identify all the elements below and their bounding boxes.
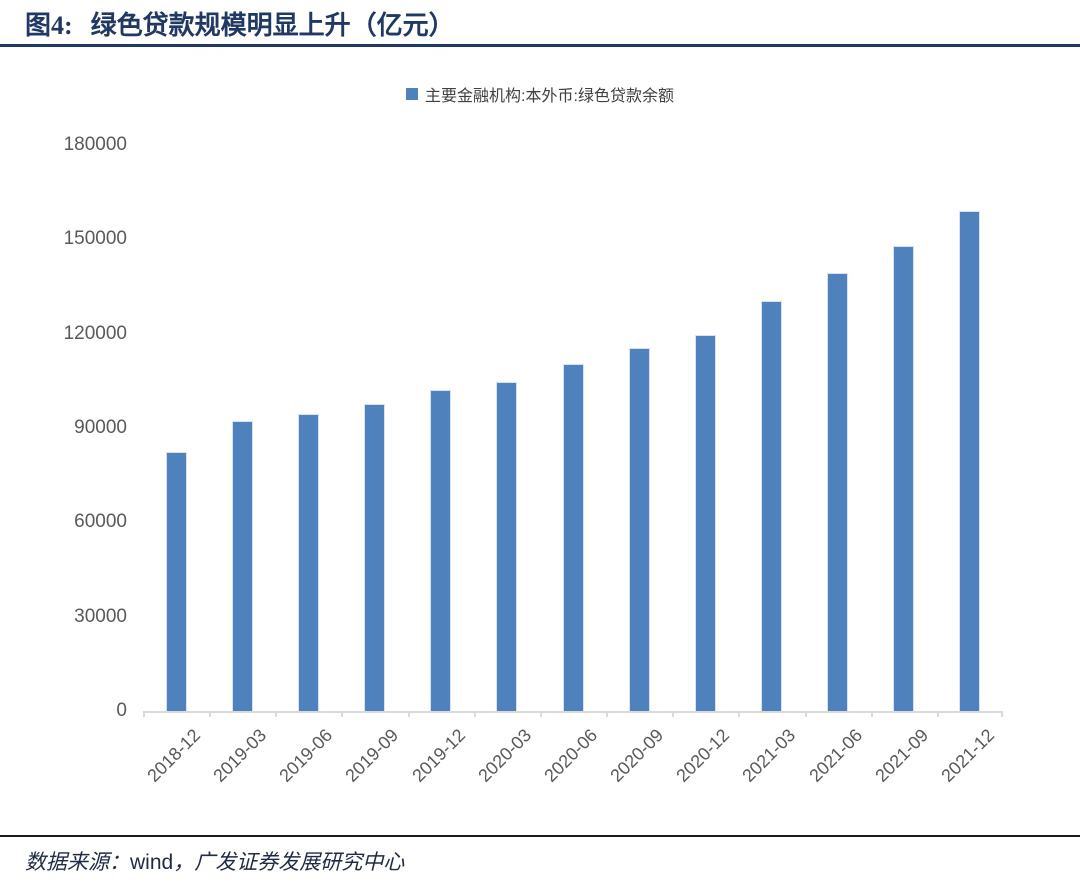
- bar-2020-06: [562, 364, 584, 711]
- bar-2021-12: [959, 211, 981, 711]
- x-axis-tick: [209, 711, 212, 717]
- bar-2021-06: [827, 273, 849, 711]
- x-axis-tick: [804, 711, 807, 717]
- y-axis: 0 30000 60000 90000 120000 150000 180000: [0, 134, 127, 721]
- legend-swatch-icon: [406, 88, 419, 100]
- figure-title: 图4: 绿色贷款规模明显上升（亿元）: [25, 5, 455, 42]
- source-label: 数据来源：: [25, 850, 130, 874]
- x-tick-label: 2020-03: [474, 725, 536, 786]
- bar-2020-09: [628, 347, 650, 711]
- x-axis-tick: [407, 711, 410, 717]
- bar-2020-12: [694, 335, 716, 711]
- y-tick-label: 120000: [63, 322, 127, 344]
- x-tick-label: 2019-03: [209, 725, 271, 786]
- plot-area: [143, 145, 1003, 717]
- x-axis-tick: [606, 711, 609, 717]
- data-source-line: 数据来源：wind，广发证券发展研究中心: [25, 846, 404, 876]
- bar-2018-12: [165, 452, 187, 711]
- x-axis-tick: [539, 711, 542, 717]
- source-wind: wind: [130, 851, 174, 874]
- x-axis-labels: 2018-12 2019-03 2019-06 2019-09 2019-12 2020-…: [143, 713, 1003, 823]
- bar-2019-12: [430, 389, 452, 711]
- x-tick-label: 2019-12: [407, 725, 469, 786]
- x-tick-label: 2021-09: [871, 725, 932, 786]
- x-axis-tick: [738, 711, 741, 717]
- x-axis-tick: [473, 711, 476, 717]
- bar-2021-03: [760, 301, 782, 711]
- y-tick-label: 0: [116, 700, 127, 721]
- x-tick-label: 2020-06: [540, 725, 602, 786]
- y-tick-label: 180000: [63, 134, 127, 155]
- x-tick-label: 2021-12: [937, 725, 999, 786]
- y-tick-label: 30000: [74, 605, 127, 627]
- bar-2019-09: [364, 404, 386, 711]
- x-axis-tick: [936, 711, 939, 717]
- legend-label: 主要金融机构:本外币:绿色贷款余额: [425, 88, 674, 105]
- figure-title-text: 绿色贷款规模明显上升（亿元）: [90, 11, 455, 40]
- x-tick-label: 2018-12: [143, 725, 205, 786]
- y-tick-label: 60000: [74, 511, 127, 533]
- x-tick-label: 2019-06: [275, 725, 337, 786]
- x-tick-label: 2021-03: [738, 725, 800, 786]
- x-tick-label: 2020-09: [606, 725, 668, 786]
- bar-2020-03: [496, 382, 518, 711]
- y-tick-label: 90000: [74, 417, 127, 438]
- x-tick-label: 2020-12: [672, 725, 734, 786]
- y-tick-label: 150000: [63, 228, 127, 250]
- figure-number: 图4:: [25, 11, 73, 40]
- x-axis-tick: [1001, 711, 1003, 717]
- title-divider: [0, 44, 1080, 47]
- bar-2019-06: [297, 413, 319, 711]
- x-axis-tick: [672, 711, 675, 717]
- x-axis-tick: [275, 711, 278, 717]
- chart-legend: 主要金融机构:本外币:绿色贷款余额: [0, 82, 1080, 106]
- bar-2021-09: [893, 246, 915, 711]
- x-axis-tick: [870, 711, 873, 717]
- bar-2019-03: [231, 420, 253, 711]
- footer-divider: [0, 835, 1080, 837]
- x-axis-tick: [143, 711, 145, 717]
- x-tick-label: 2019-09: [341, 725, 403, 786]
- source-org: ，广发证券发展研究中心: [173, 850, 405, 874]
- x-axis-tick: [341, 711, 344, 717]
- x-tick-label: 2021-06: [804, 725, 866, 786]
